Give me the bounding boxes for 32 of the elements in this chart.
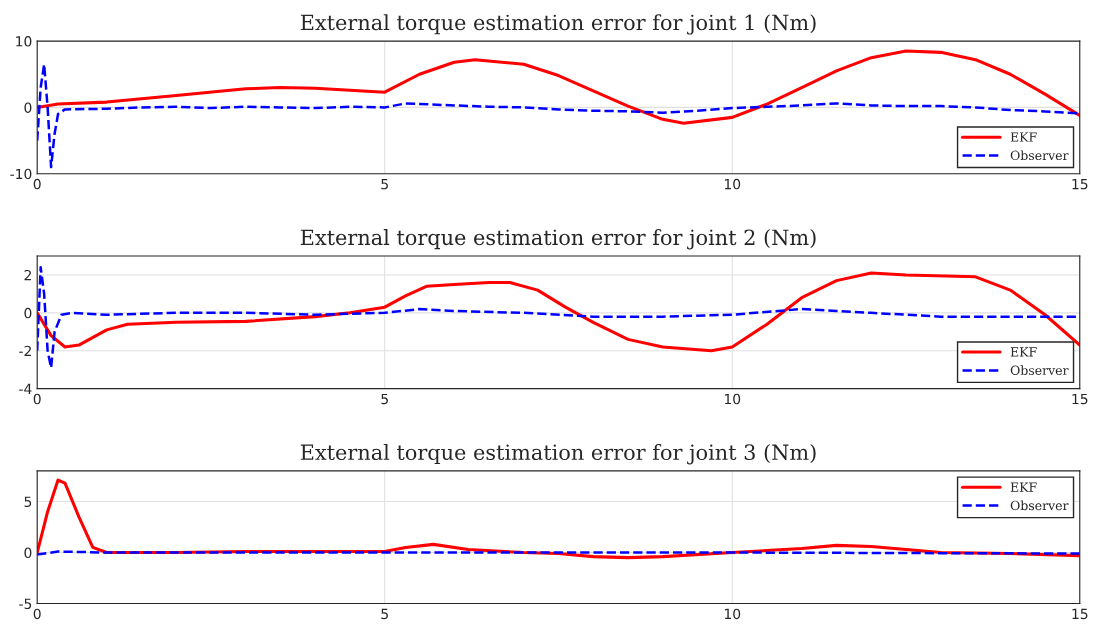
y-tick-label: 0 [24, 307, 32, 319]
legend-label: EKF [1010, 347, 1037, 357]
y-tick-label: -4 [19, 383, 32, 394]
x-tick-label: 15 [1072, 608, 1088, 620]
chart-title: External torque estimation error for joint 2 (Nm) [300, 229, 816, 250]
x-tick-label: 10 [724, 178, 741, 190]
legend-label: Observer [1010, 365, 1069, 375]
x-tick-label: 5 [381, 608, 388, 620]
x-tick-label: 0 [33, 178, 41, 190]
x-tick-label: 15 [1072, 179, 1088, 190]
x-tick-label: 15 [1072, 393, 1088, 405]
y-tick-label: 10 [16, 36, 32, 47]
y-tick-label: -5 [19, 598, 32, 610]
legend-label: Observer [1010, 150, 1069, 161]
x-tick-label: 10 [724, 608, 741, 620]
line-series [37, 63, 1080, 169]
y-tick-label: 5 [24, 496, 32, 507]
x-tick-label: 10 [724, 393, 741, 405]
x-tick-label: 0 [33, 608, 41, 620]
legend-label: EKF [1010, 132, 1037, 142]
chart-title: External torque estimation error for joint 3 (Nm) [300, 443, 816, 465]
y-tick-label: -2 [19, 345, 31, 357]
legend-label: EKF [1010, 482, 1037, 492]
x-tick-label: 5 [381, 179, 388, 190]
y-tick-label: 0 [24, 547, 32, 559]
y-tick-label: 2 [24, 269, 31, 281]
legend-label: Observer [1010, 500, 1069, 511]
chart-title: External torque estimation error for joint 1 (Nm) [300, 14, 816, 35]
x-tick-label: 5 [381, 393, 388, 405]
y-tick-label: -10 [10, 168, 32, 180]
y-tick-label: 0 [24, 102, 32, 113]
x-tick-label: 0 [33, 393, 41, 405]
